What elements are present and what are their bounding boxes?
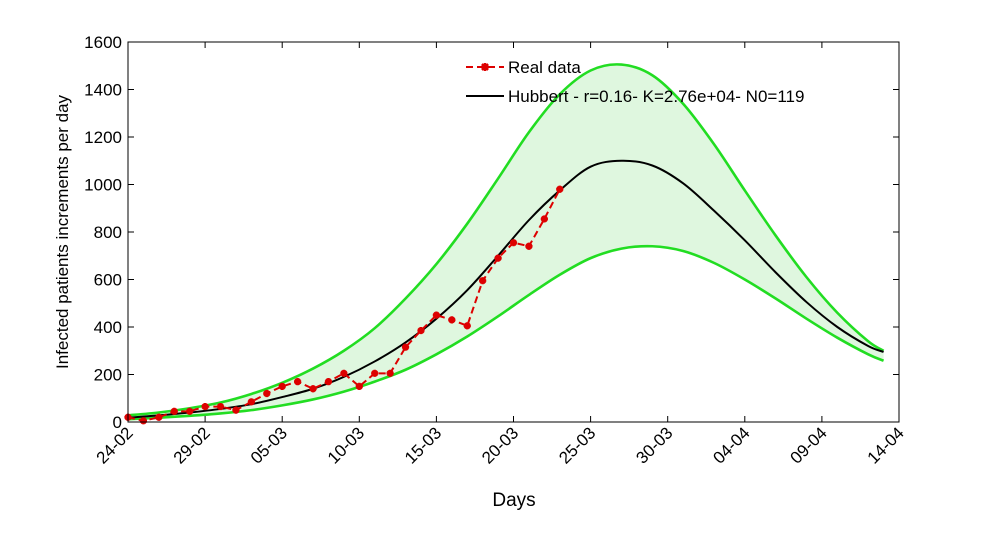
real-data-point	[386, 369, 394, 377]
real-data-point	[263, 389, 271, 398]
star-marker	[371, 369, 379, 377]
real-data-point	[417, 326, 425, 335]
real-data-point	[216, 402, 225, 411]
real-data-point	[139, 417, 148, 425]
x-tick-label: 20-03	[478, 423, 522, 467]
star-marker	[417, 326, 425, 335]
x-tick-label: 09-04	[787, 423, 831, 467]
x-tick-label: 04-04	[709, 423, 753, 467]
star-marker	[448, 316, 456, 324]
star-marker	[463, 322, 471, 330]
band-fill	[128, 64, 884, 420]
lower-bound-line	[127, 244, 885, 421]
star-marker	[432, 311, 440, 319]
real-data-point	[294, 378, 302, 386]
star-marker	[232, 406, 240, 414]
real-data-point	[324, 378, 333, 386]
star-marker	[556, 185, 564, 193]
legend-label-real: Real data	[508, 58, 581, 77]
star-marker	[201, 402, 209, 411]
legend-label-hubbert: Hubbert - r=0.16- K=2.76e+04- N0=119	[508, 87, 804, 106]
confidence-band	[128, 64, 884, 420]
real-data-point	[401, 343, 410, 351]
real-data-point	[309, 385, 317, 393]
star-marker	[494, 254, 502, 262]
x-tick-label: 10-03	[324, 423, 368, 467]
star-marker	[278, 382, 286, 390]
legend: Real data Hubbert - r=0.16- K=2.76e+04- N…	[466, 58, 804, 106]
real-data-point	[186, 407, 194, 415]
real-data-point	[170, 407, 178, 415]
y-tick-label: 0	[113, 413, 122, 432]
y-tick-label: 1200	[84, 128, 122, 147]
real-data-point	[540, 215, 548, 223]
star-marker	[247, 398, 255, 406]
real-data-point	[232, 406, 240, 414]
y-axis-label: Infected patients increments per day	[53, 94, 72, 369]
star-marker	[479, 277, 487, 285]
y-tick-label: 1600	[84, 33, 122, 52]
star-marker	[386, 369, 394, 377]
y-tick-label: 800	[94, 223, 122, 242]
star-marker	[509, 239, 518, 247]
x-tick-label: 14-04	[864, 423, 908, 467]
legend-star-marker	[481, 63, 489, 71]
star-marker	[340, 369, 348, 377]
star-marker	[216, 402, 225, 411]
y-tick-label: 1000	[84, 176, 122, 195]
x-tick-label: 30-03	[632, 423, 676, 467]
real-data-point	[340, 369, 348, 377]
y-tick-label: 600	[94, 271, 122, 290]
y-tick-label: 400	[94, 318, 122, 337]
upper-bound-line	[127, 63, 885, 417]
star-marker	[355, 382, 363, 390]
y-tick-label: 1400	[84, 81, 122, 100]
star-marker	[401, 343, 410, 351]
star-marker	[525, 242, 533, 250]
real-data-point	[479, 277, 487, 285]
star-marker	[324, 378, 333, 386]
real-data-point	[201, 402, 209, 411]
star-marker	[170, 407, 178, 415]
x-tick-label: 15-03	[401, 423, 445, 467]
real-data-point	[278, 382, 286, 390]
x-tick-label: 05-03	[247, 423, 291, 467]
x-tick-label: 25-03	[555, 423, 599, 467]
real-data-point	[448, 316, 456, 324]
real-data-point	[155, 413, 163, 421]
y-tick-label: 200	[94, 366, 122, 385]
real-data-point	[355, 382, 363, 390]
real-data-point	[509, 239, 518, 247]
real-data-point	[494, 254, 502, 262]
real-data-point	[247, 398, 255, 406]
star-marker	[540, 215, 548, 223]
real-data-point	[432, 311, 440, 319]
star-marker	[186, 407, 194, 415]
star-marker	[139, 417, 148, 425]
star-marker	[294, 378, 302, 386]
real-data-point	[525, 242, 533, 250]
real-data-point	[371, 369, 379, 377]
series-layer	[124, 63, 885, 425]
star-marker	[309, 385, 317, 393]
star-marker	[263, 389, 271, 398]
x-axis-label: Days	[492, 490, 535, 511]
real-data-point	[556, 185, 564, 193]
x-tick-label: 29-02	[170, 423, 214, 467]
real-data-point	[463, 322, 471, 330]
star-marker	[155, 413, 163, 421]
